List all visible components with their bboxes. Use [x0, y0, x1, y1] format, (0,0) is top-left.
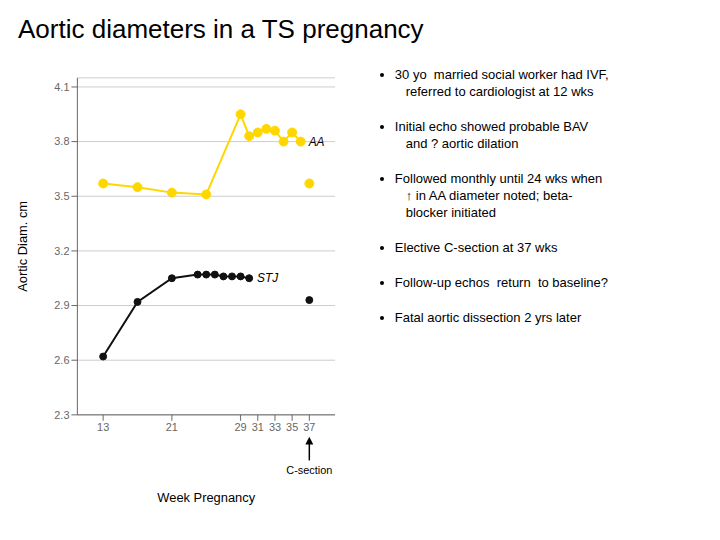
html-text:Elective C-section at 37 wks: Elective C-section at 37 wks — [394, 240, 558, 255]
svg-text:35: 35 — [286, 421, 298, 433]
svg-text:33: 33 — [269, 421, 281, 433]
svg-text:2.9: 2.9 — [54, 299, 69, 311]
html-text:Follow-up echos return to base: Follow-up echos return to baseline? — [394, 275, 608, 290]
svg-text:31: 31 — [252, 421, 264, 433]
html-text:Fatal aortic dissection 2 yrs: Fatal aortic dissection 2 yrs later — [394, 310, 582, 325]
svg-text:STJ: STJ — [257, 271, 279, 285]
svg-text:21: 21 — [166, 421, 178, 433]
svg-text:C-section: C-section — [286, 464, 332, 476]
svg-text:3.2: 3.2 — [54, 245, 69, 257]
svg-text:Aortic Diam. cm: Aortic Diam. cm — [15, 201, 30, 292]
html-text:Initial echo showed probable B: Initial echo showed probable BAV and ? a… — [394, 119, 589, 151]
svg-text:37: 37 — [303, 421, 315, 433]
svg-text:Week Pregnancy: Week Pregnancy — [157, 490, 255, 505]
svg-text:2.3: 2.3 — [54, 409, 69, 421]
html-text:Followed monthly until 24 wks: Followed monthly until 24 wks when ↑ in … — [394, 171, 603, 220]
html-text:30 yo married social worker ha: 30 yo married social worker had IVF, ref… — [394, 67, 609, 99]
svg-text:3.5: 3.5 — [54, 190, 69, 202]
html-text:Aortic diameters in a TS pregn: Aortic diameters in a TS pregnancy — [18, 14, 424, 44]
svg-text:29: 29 — [235, 421, 247, 433]
svg-text:AA: AA — [308, 135, 325, 149]
svg-text:2.6: 2.6 — [54, 354, 69, 366]
svg-text:13: 13 — [97, 421, 109, 433]
svg-text:4.1: 4.1 — [54, 81, 69, 93]
svg-text:3.8: 3.8 — [54, 135, 69, 147]
